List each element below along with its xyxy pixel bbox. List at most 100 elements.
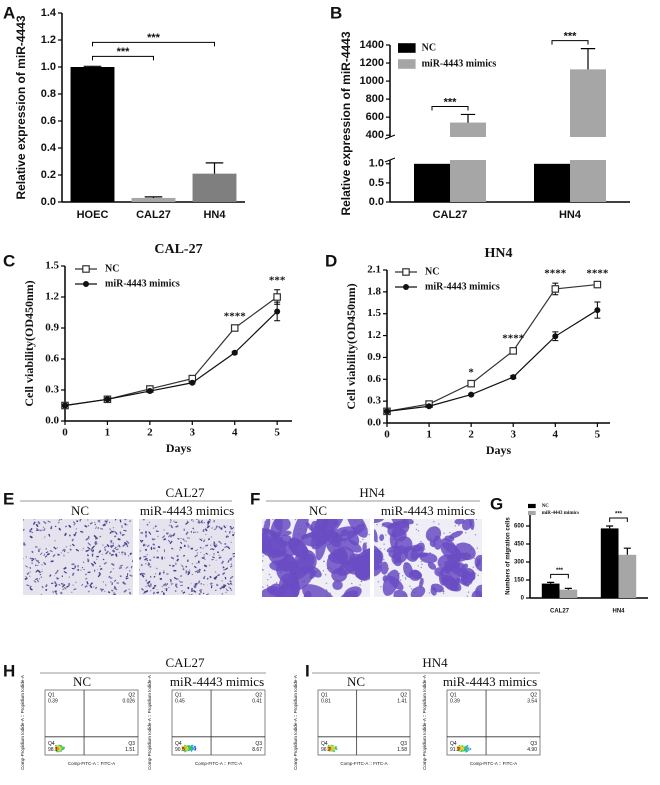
- pore: [383, 543, 385, 545]
- stained-cell: [174, 590, 177, 593]
- stained-cell: [119, 531, 122, 535]
- stained-cell: [56, 577, 60, 580]
- stained-cell: [207, 520, 210, 524]
- stained-cell: [50, 560, 54, 563]
- stained-cell: [194, 582, 198, 586]
- event-dot: [462, 748, 465, 750]
- stained-cell: [85, 549, 89, 552]
- y-axis-label: Relative expression of miR-4443: [14, 15, 28, 199]
- event-dot: [462, 746, 464, 749]
- stained-cell: [185, 531, 189, 536]
- stained-cell: [153, 584, 157, 588]
- pore: [39, 548, 41, 550]
- stained-cell: [172, 534, 175, 537]
- pore: [301, 538, 304, 540]
- pore: [36, 528, 38, 531]
- stained-cell: [161, 590, 164, 593]
- flow-panel: I HN4NCQ10.81Q21.41Q31.58Q496.2Comp-FITC-…: [293, 655, 541, 770]
- pore: [57, 553, 59, 555]
- stained-cell: [190, 593, 193, 595]
- stained-cell: [221, 587, 223, 589]
- stained-cell: [68, 582, 70, 585]
- stained-cell: [119, 519, 122, 523]
- stained-cell: [23, 557, 24, 560]
- y-tick-label: 0: [521, 596, 525, 602]
- stained-cell: [177, 537, 180, 540]
- pore: [442, 592, 445, 594]
- stained-cell: [152, 547, 156, 550]
- panel-letter: G: [490, 494, 503, 513]
- stained-cell: [169, 578, 172, 583]
- legend-swatch: [528, 510, 536, 516]
- stained-cell: [229, 575, 234, 580]
- stained-cell: [204, 528, 208, 532]
- event-dot: [56, 746, 58, 749]
- event-dot: [460, 745, 462, 748]
- stained-cell: [203, 569, 206, 572]
- image-label: miR-4443 mimics: [381, 503, 475, 518]
- stained-cell: [410, 570, 423, 580]
- event-dot: [458, 750, 460, 752]
- stained-cell: [60, 582, 64, 586]
- pore: [185, 540, 187, 542]
- stained-cell: [158, 572, 161, 576]
- y-tick-label: 1.2: [45, 291, 59, 303]
- event-dot: [464, 746, 466, 749]
- stained-cell: [268, 583, 282, 596]
- pore: [387, 568, 390, 570]
- stained-cell: [139, 550, 142, 552]
- data-point: [231, 349, 238, 356]
- pore: [109, 528, 112, 531]
- stained-cell: [110, 544, 115, 549]
- stained-cell: [58, 583, 61, 586]
- event-dot: [58, 749, 60, 752]
- stained-cell: [36, 529, 40, 532]
- stained-cell: [226, 589, 229, 592]
- stained-cell: [206, 577, 209, 580]
- event-dot: [460, 747, 462, 749]
- stained-cell: [169, 534, 173, 538]
- stained-cell: [146, 582, 149, 585]
- stained-cell: [123, 541, 128, 546]
- quadrant-value: 1.41: [397, 698, 407, 704]
- stained-cell: [198, 569, 201, 573]
- stained-cell: [231, 526, 235, 530]
- pore: [392, 538, 394, 541]
- pore: [429, 552, 431, 554]
- pore: [334, 580, 336, 582]
- pore: [464, 582, 466, 585]
- pore: [166, 588, 168, 590]
- stained-cell: [302, 584, 336, 597]
- event-dot: [331, 746, 333, 749]
- quadrant-value: 0.45: [175, 698, 185, 704]
- pore: [184, 540, 186, 542]
- event-dot: [63, 746, 66, 749]
- stained-cell: [94, 586, 98, 590]
- y-tick-label: 450: [514, 542, 525, 548]
- quadrant-name: Q2: [400, 692, 407, 698]
- y-axis-label: Cell viability(OD450nm): [344, 283, 358, 409]
- stained-cell: [273, 519, 291, 532]
- pore: [404, 578, 407, 580]
- stained-cell: [44, 555, 48, 558]
- pore: [430, 566, 432, 568]
- pore: [404, 562, 406, 564]
- data-point: [230, 324, 239, 332]
- pore: [277, 535, 279, 537]
- pore: [295, 581, 298, 583]
- pore: [230, 541, 232, 544]
- pore: [143, 543, 145, 545]
- pore: [169, 521, 172, 523]
- pore: [179, 549, 181, 551]
- stained-cell: [124, 522, 127, 526]
- chart-panel: C 0.0 0.3 0.6 0.9 1.2 1.5 Cell viability(OD450n…: [3, 242, 292, 455]
- pore: [365, 542, 368, 544]
- event-dot: [328, 750, 330, 752]
- bar: [192, 173, 237, 202]
- pore: [262, 586, 264, 588]
- pore: [466, 564, 468, 567]
- stained-cell: [153, 591, 155, 595]
- y-tick-label: 0.9: [45, 322, 59, 334]
- y-axis-label: Comp-Propidium Iodide-A :: Propidium Iod…: [20, 675, 25, 770]
- stained-cell: [150, 584, 152, 587]
